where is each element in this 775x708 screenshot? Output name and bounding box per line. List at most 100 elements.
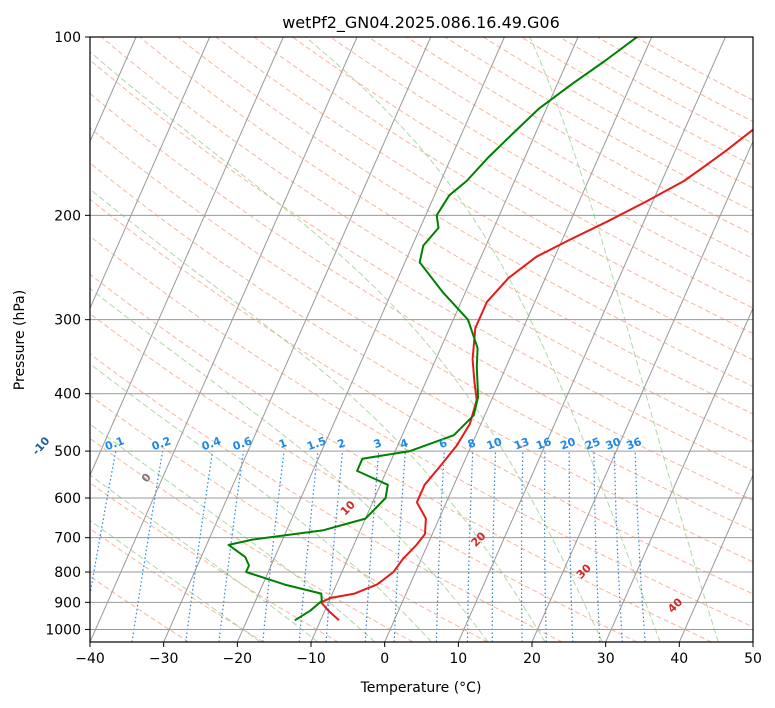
- grid-lines: [90, 37, 753, 642]
- chart-title: wetPf2_GN04.2025.086.16.49.G06: [282, 13, 560, 33]
- mixing-ratio-label: 20: [559, 435, 578, 453]
- dry-adiabat-line: [90, 235, 753, 628]
- mixing-ratio-label: 2: [336, 436, 348, 451]
- mixing-ratio-label: 0.4: [200, 434, 223, 453]
- dry-adiabat-line: [90, 92, 753, 501]
- isotherm-line: [90, 37, 211, 310]
- x-axis-title: Temperature (°C): [360, 680, 482, 696]
- moist-adiabat-line: [90, 51, 603, 642]
- dry-adiabat-line: [90, 59, 753, 472]
- dry-adiabat-line: [90, 528, 264, 642]
- isotherm-line: [531, 140, 753, 642]
- mixing-ratio-line: [435, 451, 445, 642]
- mixing-ratio-line: [185, 451, 214, 642]
- isotherm-line: [90, 37, 137, 143]
- y-tick-label: 500: [54, 444, 81, 460]
- y-axis: 100 200 300 400 500 600 700 800 900 1000: [45, 30, 90, 638]
- dewpoint-profile-line: [227, 37, 638, 622]
- mixing-ratio-line: [491, 451, 497, 642]
- mixing-ratio-line: [325, 451, 344, 642]
- dry-adiabat-line: [482, 37, 753, 189]
- isotherm-line: [310, 37, 579, 642]
- moist-adiabat-line: [90, 519, 261, 642]
- x-axis: −40 −30 −20 −10 0 10 20 30 40 50: [75, 642, 762, 667]
- moist-adiabat-line: [90, 363, 432, 642]
- dry-adiabat-line: [90, 482, 339, 642]
- dry-adiabat-line: [559, 37, 753, 144]
- dry-adiabat-line: [101, 37, 753, 443]
- dry-adiabat-line: [90, 312, 638, 642]
- dry-adiabat-line: [597, 37, 753, 123]
- isotherm-line: [752, 640, 753, 642]
- mixing-ratio-label: 30: [604, 435, 623, 453]
- dry-adiabat-line: [90, 575, 190, 642]
- y-tick-label: 800: [54, 565, 81, 581]
- x-tick-label: −10: [296, 651, 326, 667]
- x-tick-label: 50: [744, 651, 762, 667]
- mixing-ratio-line: [90, 450, 117, 598]
- moist-adiabat-line: [90, 287, 489, 642]
- y-tick-label: 900: [54, 595, 81, 611]
- moist-adiabat-line: [305, 37, 661, 642]
- dry-adiabat-label: 0: [139, 471, 154, 486]
- dry-adiabat-label: -10: [30, 434, 53, 458]
- mixing-ratio-line: [466, 451, 474, 642]
- mixing-ratio-label: 36: [625, 435, 644, 453]
- mixing-ratio-label: 1.5: [305, 434, 328, 453]
- mixing-ratio-label: 16: [534, 435, 553, 453]
- dry-adiabat-line: [90, 198, 753, 595]
- x-tick-label: 20: [523, 651, 541, 667]
- isotherm-line: [90, 37, 284, 477]
- mixing-ratio-line: [634, 451, 646, 642]
- mixing-ratio-line: [218, 451, 245, 642]
- profile-lines: [227, 37, 753, 622]
- mixing-ratio-label: 8: [466, 436, 478, 451]
- moist-adiabat-label: 10: [338, 498, 358, 518]
- dry-adiabat-line: [635, 37, 753, 101]
- y-tick-label: 300: [54, 313, 81, 329]
- dry-adiabat-line: [406, 37, 753, 236]
- isotherm-line: [384, 37, 653, 642]
- moist-adiabat-line: [90, 423, 376, 642]
- y-tick-label: 1000: [45, 622, 81, 638]
- moist-adiabat-line: [90, 188, 546, 642]
- mixing-ratio-label: 0.1: [103, 434, 126, 453]
- moist-adiabat-label: 20: [469, 529, 489, 549]
- isotherm-line: [457, 37, 726, 642]
- x-tick-label: 10: [449, 651, 467, 667]
- dry-adiabat-line: [520, 37, 753, 167]
- mixing-ratio-label: 13: [512, 435, 531, 452]
- mixing-ratio-line: [568, 451, 574, 642]
- x-tick-label: −20: [223, 651, 253, 667]
- x-tick-label: 30: [597, 651, 615, 667]
- temperature-profile-line: [320, 128, 753, 622]
- mixing-ratio-line: [262, 451, 285, 642]
- isotherm-line: [90, 37, 358, 642]
- dry-adiabat-line: [90, 353, 563, 642]
- mixing-ratio-label: 25: [583, 435, 602, 452]
- plot-frame: [89, 36, 754, 643]
- dry-adiabat-line: [330, 37, 753, 284]
- dry-adiabat-line: [90, 162, 753, 563]
- mixing-ratio-label: 0.6: [231, 434, 254, 453]
- mixing-ratio-label: 10: [485, 435, 504, 453]
- x-tick-label: 0: [380, 651, 389, 667]
- y-axis-title: Pressure (hPa): [12, 290, 28, 390]
- moist-adiabat-label: 30: [574, 561, 594, 581]
- mixing-ratio-label: 4: [398, 436, 410, 451]
- moist-adiabat-label: 40: [665, 595, 685, 615]
- isotherm-line: [236, 37, 505, 642]
- y-tick-label: 200: [54, 208, 81, 224]
- mixing-ratio-label: 0.2: [150, 434, 173, 453]
- dry-adiabat-line: [292, 37, 753, 309]
- dry-adiabat-line: [177, 37, 753, 388]
- y-tick-label: 600: [54, 491, 81, 507]
- dry-adiabat-line: [253, 37, 753, 335]
- mixing-ratio-label: 3: [372, 436, 384, 451]
- isotherm-line: [678, 473, 753, 642]
- dry-adiabat-line: [215, 37, 753, 361]
- mixing-ratio-label: 1: [277, 436, 289, 451]
- dry-adiabat-line: [90, 127, 753, 532]
- dry-adiabat-line: [444, 37, 753, 212]
